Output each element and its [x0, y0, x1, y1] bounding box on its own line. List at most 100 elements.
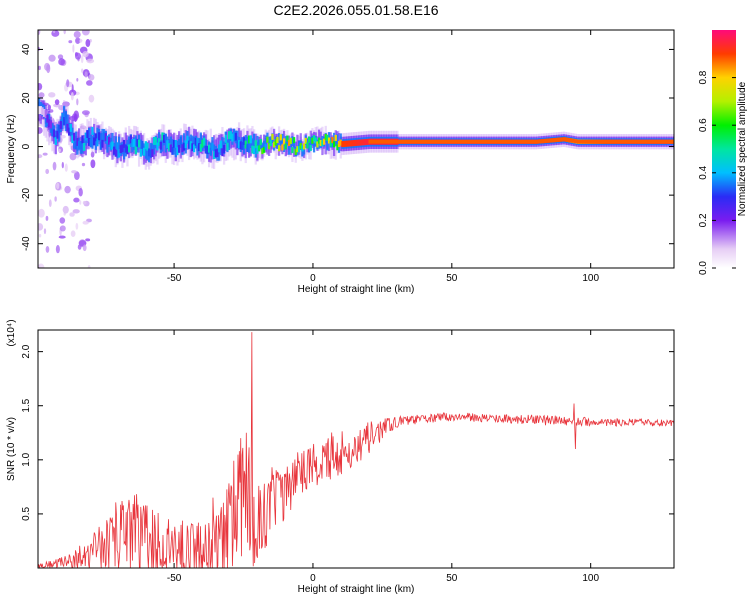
heatmap-cell: [57, 129, 61, 142]
heatmap-cell: [38, 127, 43, 134]
heatmap-cell: [144, 141, 147, 150]
heatmap-cell: [141, 143, 144, 156]
heatmap-cell: [399, 139, 403, 144]
heatmap-cell: [211, 142, 214, 151]
heatmap-cell: [119, 145, 122, 154]
heatmap-cell: [349, 140, 352, 147]
heatmap-cell: [254, 140, 257, 149]
heatmap-cell: [77, 128, 81, 148]
heatmap-cell: [435, 139, 439, 144]
heatmap-cell: [111, 140, 114, 160]
heatmap-cell: [341, 141, 344, 148]
heatmap-cell: [51, 30, 60, 37]
heatmap-cell: [99, 141, 102, 150]
heatmap-cell: [354, 139, 357, 146]
heatmap-cell: [38, 106, 41, 115]
heatmap-cell: [76, 138, 79, 146]
heatmap-cell: [81, 141, 84, 154]
heatmap-cell: [61, 112, 64, 121]
heatmap-cell: [327, 132, 331, 142]
heatmap-cell: [62, 205, 69, 214]
x-tick-label: 50: [446, 273, 458, 284]
heatmap-cell: [38, 82, 43, 91]
heatmap-cell: [88, 94, 95, 103]
heatmap-cell: [72, 209, 80, 214]
heatmap-cell: [196, 142, 199, 156]
heatmap-cell: [382, 139, 386, 144]
heatmap-cell: [106, 135, 109, 144]
heatmap-cell: [149, 142, 152, 156]
heatmap-cell: [332, 141, 336, 156]
heatmap-cell: [385, 139, 389, 144]
heatmap-cell: [282, 142, 286, 152]
heatmap-cell: [99, 133, 102, 146]
heatmap-cell: [257, 139, 261, 150]
heatmap-cell: [217, 144, 221, 153]
heatmap-cell: [314, 137, 317, 144]
heatmap-cell: [89, 39, 92, 43]
heatmap-cell: [368, 139, 372, 144]
heatmap-cell: [127, 136, 131, 150]
heatmap-cell: [81, 135, 84, 144]
heatmap-cell: [52, 129, 56, 138]
heatmap-cell: [317, 129, 321, 145]
heatmap-cell: [111, 132, 114, 146]
x-tick-label: 0: [310, 273, 316, 284]
heatmap-cell: [264, 143, 267, 150]
heatmap-cell: [172, 139, 176, 148]
heatmap-cell: [393, 139, 397, 144]
chart-title: C2E2.2026.055.01.58.E16: [273, 2, 438, 18]
heatmap-cell: [649, 139, 653, 144]
heatmap-cell: [301, 145, 304, 152]
heatmap-cell: [374, 139, 378, 144]
heatmap-cell: [415, 139, 420, 144]
heatmap-cell: [412, 139, 417, 144]
heatmap-cell: [124, 144, 127, 153]
heatmap-cell: [660, 139, 664, 144]
colorbar-ticks: 0.0 0.2 0.4 0.6 0.8: [698, 70, 736, 275]
heatmap-cell: [219, 142, 222, 156]
heatmap-cell: [172, 142, 176, 155]
heatmap-cell: [261, 142, 264, 153]
heatmap-cell: [251, 145, 254, 154]
heatmap-cell: [449, 139, 453, 144]
heatmap-cell: [246, 144, 249, 152]
heatmap-cell: [284, 143, 287, 150]
heatmap-cell: [84, 132, 87, 141]
heatmap-cell: [312, 142, 316, 153]
heatmap-cell: [56, 124, 59, 137]
heatmap-cell: [237, 140, 241, 149]
heatmap-cell: [92, 137, 96, 146]
heatmap-cell: [187, 126, 191, 146]
heatmap-cell: [302, 143, 306, 150]
heatmap-cell: [82, 220, 89, 225]
heatmap-cell: [249, 135, 252, 144]
heatmap-cell: [599, 139, 603, 144]
heatmap-cell: [47, 104, 51, 111]
heatmap-cell: [122, 139, 126, 148]
heatmap-cell: [352, 140, 356, 147]
heatmap-cell: [66, 123, 69, 132]
heatmap-cell: [38, 92, 45, 98]
heatmap-cell: [96, 138, 99, 147]
heatmap-cell: [336, 144, 339, 151]
heatmap-cell: [201, 139, 204, 148]
heatmap-cell: [77, 244, 82, 250]
heatmap-cell: [45, 215, 49, 221]
heatmap-cell: [191, 135, 194, 149]
heatmap-cell: [296, 146, 299, 153]
y-tick-label: 20: [21, 92, 32, 104]
heatmap-cell: [126, 146, 129, 155]
heatmap-cell: [274, 139, 277, 146]
heatmap-cell: [71, 84, 74, 93]
heatmap-cell: [189, 134, 192, 148]
heatmap-cell: [192, 136, 196, 150]
heatmap-cell: [152, 136, 156, 145]
heatmap-cell: [70, 230, 76, 237]
heatmap-cell: [111, 141, 114, 150]
heatmap-cell: [137, 139, 141, 148]
heatmap-cell: [346, 140, 349, 147]
heatmap-cell: [216, 137, 219, 157]
heatmap-cell: [66, 79, 70, 88]
